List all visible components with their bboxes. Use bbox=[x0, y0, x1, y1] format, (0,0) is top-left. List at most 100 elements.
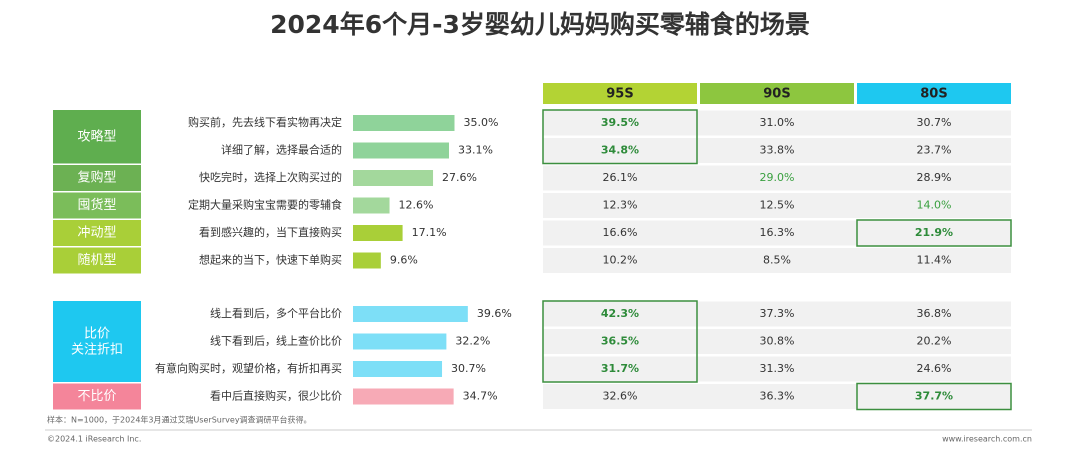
table-cell: 16.6% bbox=[603, 226, 638, 239]
title: 2024年6个月-3岁婴幼儿妈妈购买零辅食的场景 bbox=[270, 10, 810, 39]
table-cell: 31.7% bbox=[601, 362, 639, 375]
group-label-line: 比价 bbox=[84, 326, 110, 341]
table-cell: 26.1% bbox=[603, 171, 638, 184]
bar bbox=[353, 115, 455, 131]
row-bg bbox=[543, 301, 1011, 327]
table-cell: 28.9% bbox=[917, 171, 952, 184]
table-cell: 33.8% bbox=[760, 144, 795, 157]
item-label: 详细了解，选择最合适的 bbox=[221, 143, 342, 157]
value-label: 39.6% bbox=[477, 307, 512, 320]
highlight-box bbox=[856, 219, 1012, 247]
highlight-box bbox=[542, 300, 698, 383]
table-cell: 29.0% bbox=[760, 171, 795, 184]
row-bg bbox=[543, 356, 1011, 382]
highlight-box bbox=[856, 382, 1012, 411]
value-label: 9.6% bbox=[390, 254, 418, 267]
group-label-bg bbox=[53, 301, 141, 382]
column-header: 95S bbox=[606, 87, 633, 102]
group-label: 复购型 bbox=[77, 170, 116, 186]
bar bbox=[353, 306, 468, 322]
bar bbox=[353, 252, 381, 269]
row-bg bbox=[543, 329, 1011, 354]
group-label-bg bbox=[53, 192, 141, 219]
table-cell: 39.5% bbox=[601, 116, 639, 129]
row-bg bbox=[543, 110, 1011, 136]
group-label-line: 关注折扣 bbox=[71, 342, 123, 357]
row-bg bbox=[543, 165, 1011, 191]
item-label: 快吃完时，选择上次购买过的 bbox=[199, 170, 342, 184]
column-header: 90S bbox=[763, 87, 790, 102]
copyright: ©2024.1 iResearch Inc. bbox=[47, 435, 141, 444]
bar bbox=[353, 388, 454, 405]
bar bbox=[353, 170, 434, 186]
bar bbox=[353, 225, 403, 241]
group-label: 比价关注折扣 bbox=[71, 326, 123, 357]
table-cell: 37.3% bbox=[760, 307, 795, 320]
table-cell: 31.0% bbox=[760, 116, 795, 129]
table-cell: 21.9% bbox=[915, 226, 953, 239]
highlight-box bbox=[542, 109, 698, 165]
bar bbox=[353, 361, 443, 377]
row-bg bbox=[543, 248, 1011, 273]
website: www.iresearch.com.cn bbox=[942, 435, 1032, 444]
item-label: 线下看到后，线上查价比价 bbox=[210, 334, 342, 348]
item-label: 想起来的当下，快速下单购买 bbox=[199, 253, 342, 267]
table-cell: 32.6% bbox=[603, 390, 638, 403]
table-cell: 30.8% bbox=[760, 335, 795, 348]
footnote: 样本：N=1000，于2024年3月通过艾瑞UserSurvey调查调研平台获得… bbox=[47, 415, 312, 425]
item-label: 定期大量采购宝宝需要的零辅食 bbox=[188, 198, 342, 212]
value-label: 12.6% bbox=[399, 199, 434, 212]
table-cell: 42.3% bbox=[601, 307, 639, 320]
group-label: 随机型 bbox=[77, 253, 116, 268]
table-cell: 36.8% bbox=[917, 307, 952, 320]
group-label: 冲动型 bbox=[77, 226, 116, 241]
row-bg bbox=[543, 220, 1011, 246]
group-label-bg bbox=[53, 165, 141, 191]
column-header-bg bbox=[543, 83, 697, 104]
bar bbox=[353, 142, 449, 159]
table-cell: 11.4% bbox=[917, 254, 952, 267]
value-label: 30.7% bbox=[451, 362, 486, 375]
table-cell: 30.7% bbox=[917, 116, 952, 129]
table-cell: 20.2% bbox=[917, 335, 952, 348]
group-label: 囤货型 bbox=[77, 197, 116, 213]
table-cell: 10.2% bbox=[603, 254, 638, 267]
item-label: 看中后直接购买，很少比价 bbox=[210, 389, 342, 403]
value-label: 33.1% bbox=[458, 144, 493, 157]
row-bg bbox=[543, 384, 1011, 409]
bar bbox=[353, 197, 390, 214]
item-label: 线上看到后，多个平台比价 bbox=[210, 306, 342, 320]
table-cell: 37.7% bbox=[915, 390, 953, 403]
table-cell: 12.5% bbox=[760, 199, 795, 212]
row-bg bbox=[543, 193, 1011, 218]
table-cell: 16.3% bbox=[760, 226, 795, 239]
group-label-bg bbox=[53, 110, 141, 164]
row-bg bbox=[543, 138, 1011, 163]
group-label-bg bbox=[53, 220, 141, 246]
column-header-bg bbox=[857, 83, 1011, 104]
value-label: 17.1% bbox=[412, 226, 447, 239]
value-label: 32.2% bbox=[455, 335, 490, 348]
item-label: 购买前，先去线下看实物再决定 bbox=[188, 115, 342, 129]
column-header: 80S bbox=[920, 87, 947, 102]
table-cell: 34.8% bbox=[601, 144, 639, 157]
group-label: 攻略型 bbox=[77, 128, 116, 144]
item-label: 看到感兴趣的，当下直接购买 bbox=[199, 225, 342, 239]
value-label: 27.6% bbox=[442, 171, 477, 184]
table-cell: 36.5% bbox=[601, 335, 639, 348]
table-cell: 14.0% bbox=[917, 199, 952, 212]
table-cell: 12.3% bbox=[603, 199, 638, 212]
group-label-bg bbox=[53, 247, 141, 274]
item-label: 有意向购买时，观望价格，有折扣再买 bbox=[155, 361, 342, 375]
column-header-bg bbox=[700, 83, 854, 104]
value-label: 34.7% bbox=[463, 390, 498, 403]
table-cell: 23.7% bbox=[917, 144, 952, 157]
table-cell: 24.6% bbox=[917, 362, 952, 375]
table-cell: 36.3% bbox=[760, 390, 795, 403]
table-cell: 8.5% bbox=[763, 254, 791, 267]
value-label: 35.0% bbox=[464, 116, 499, 129]
group-label-bg bbox=[53, 383, 141, 410]
bar bbox=[353, 333, 447, 350]
group-label: 不比价 bbox=[77, 389, 116, 404]
